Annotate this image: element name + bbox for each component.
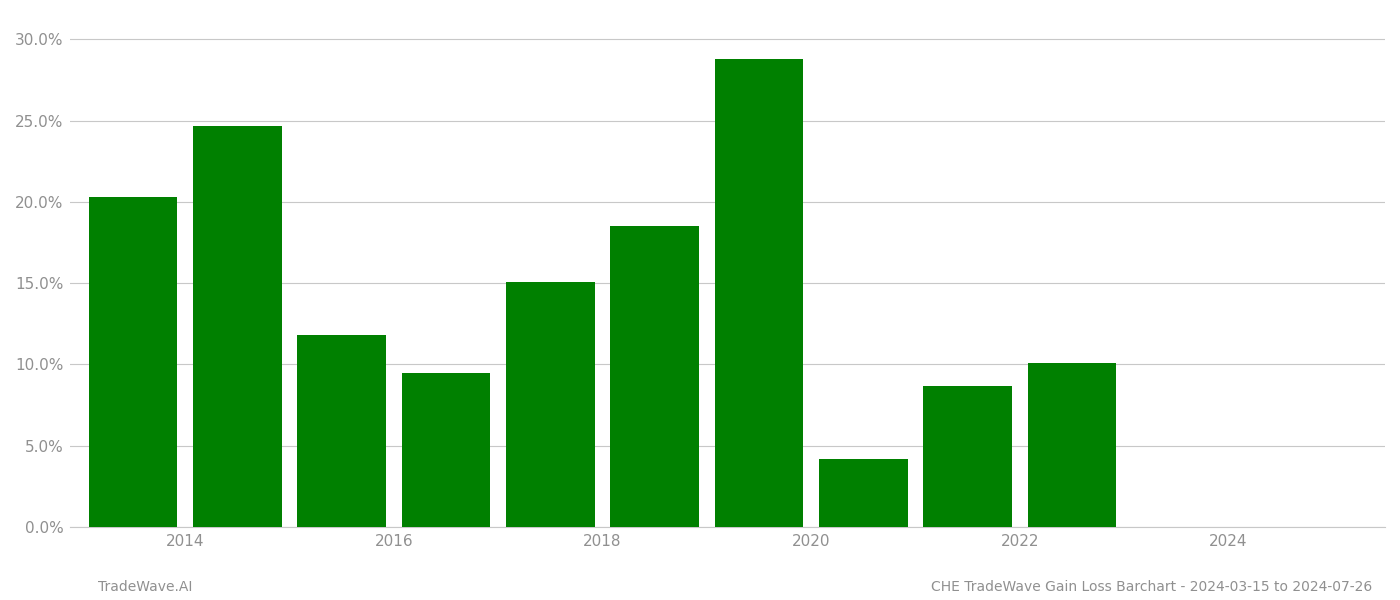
Bar [610, 226, 699, 527]
Bar [924, 386, 1012, 527]
Text: CHE TradeWave Gain Loss Barchart - 2024-03-15 to 2024-07-26: CHE TradeWave Gain Loss Barchart - 2024-… [931, 580, 1372, 594]
Bar [714, 59, 804, 527]
Bar [193, 125, 281, 527]
Text: TradeWave.AI: TradeWave.AI [98, 580, 192, 594]
Bar [88, 197, 178, 527]
Bar [402, 373, 490, 527]
Bar [1028, 363, 1116, 527]
Bar [505, 281, 595, 527]
Bar [297, 335, 386, 527]
Bar [819, 459, 907, 527]
